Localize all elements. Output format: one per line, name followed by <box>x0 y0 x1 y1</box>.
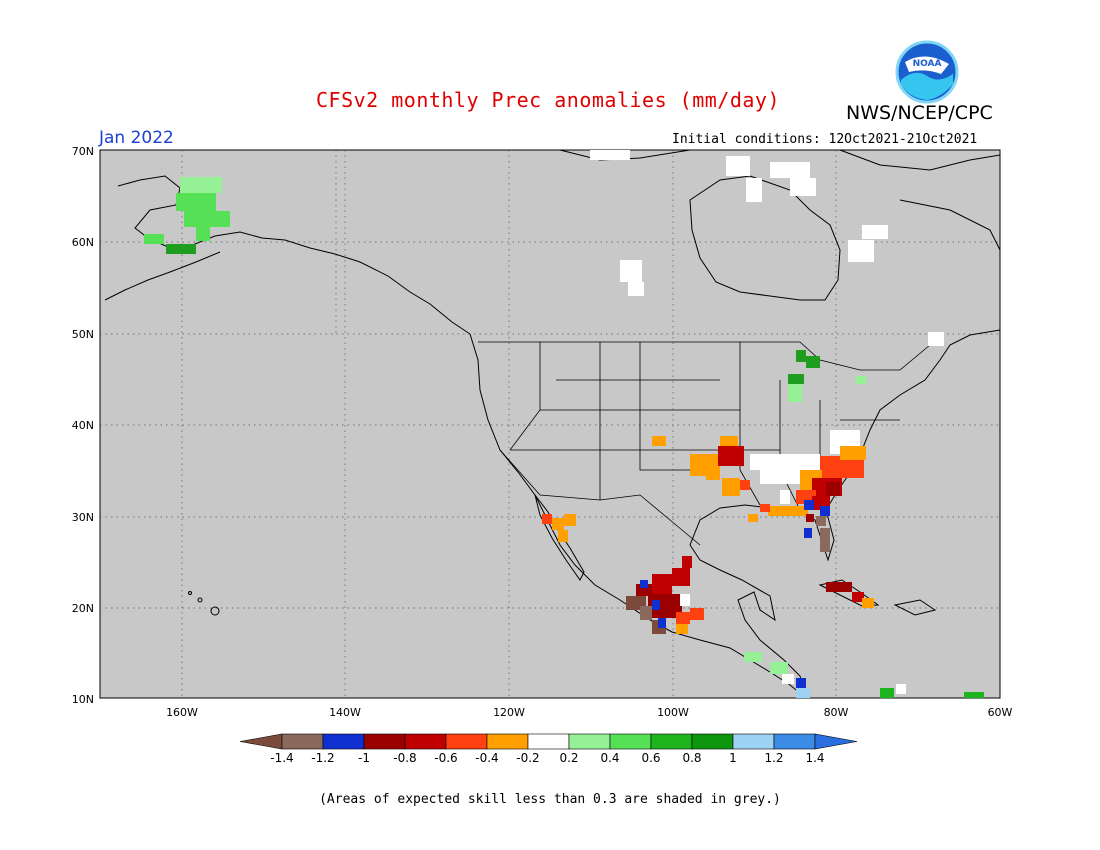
colorbar-arrow-left <box>239 733 283 750</box>
lat-label-70: 70N <box>72 145 94 158</box>
lon-label-100w: 100W <box>657 706 689 719</box>
colorbar-swatch <box>773 733 816 750</box>
colorbar-label: 0.6 <box>641 751 660 765</box>
noaa-logo-text: NOAA <box>913 59 942 69</box>
skill-footnote: (Areas of expected skill less than 0.3 a… <box>319 792 781 807</box>
agency-label: NWS/NCEP/CPC <box>846 102 993 124</box>
chart-title: CFSv2 monthly Prec anomalies (mm/day) <box>315 88 781 112</box>
colorbar-label: 1.4 <box>805 751 824 765</box>
colorbar-label: 1.2 <box>764 751 783 765</box>
noaa-logo: NOAA <box>895 40 959 104</box>
colorbar-swatch <box>691 733 734 750</box>
colorbar-swatch <box>486 733 529 750</box>
lon-label-140w: 140W <box>329 706 361 719</box>
lat-label-60: 60N <box>72 236 94 249</box>
lat-label-50: 50N <box>72 328 94 341</box>
lon-label-160w: 160W <box>166 706 198 719</box>
colorbar-arrow-right <box>814 733 858 750</box>
lat-label-40: 40N <box>72 419 94 432</box>
longitude-labels: 160W 140W 120W 100W 80W 60W <box>166 706 1012 719</box>
colorbar-label: -0.2 <box>516 751 539 765</box>
colorbar-swatch <box>404 733 447 750</box>
colorbar-swatch <box>732 733 775 750</box>
colorbar-swatch <box>445 733 488 750</box>
colorbar-legend: -1.4 -1.2 -1 -0.8 -0.6 -0.4 -0.2 0.2 0.4 0.6 0.8 1 1… <box>239 733 858 765</box>
lat-label-30: 30N <box>72 511 94 524</box>
colorbar-swatch <box>281 733 324 750</box>
colorbar-swatch <box>650 733 693 750</box>
colorbar-label: 0.4 <box>600 751 619 765</box>
colorbar-swatch <box>527 733 570 750</box>
colorbar-label: 0.2 <box>559 751 578 765</box>
colorbar-swatch <box>363 733 406 750</box>
colorbar-label: 1 <box>729 751 737 765</box>
colorbar-swatch <box>568 733 611 750</box>
lon-label-60w: 60W <box>988 706 1013 719</box>
initial-conditions: Initial conditions: 12Oct2021-21Oct2021 <box>672 132 978 147</box>
colorbar-label: -0.8 <box>393 751 416 765</box>
colorbar-label: -1.2 <box>311 751 334 765</box>
colorbar-label: 0.8 <box>682 751 701 765</box>
colorbar-swatch <box>609 733 652 750</box>
anomaly-cells <box>144 150 984 698</box>
lat-label-20: 20N <box>72 602 94 615</box>
coastlines <box>104 149 1001 699</box>
colorbar-label: -0.6 <box>434 751 457 765</box>
lon-label-80w: 80W <box>824 706 849 719</box>
lat-label-10: 10N <box>72 693 94 706</box>
forecast-month: Jan 2022 <box>99 128 174 148</box>
lon-label-120w: 120W <box>493 706 525 719</box>
colorbar-label: -1 <box>358 751 370 765</box>
latitude-labels: 70N 60N 50N 40N 30N 20N 10N <box>72 145 94 706</box>
colorbar-label: -0.4 <box>475 751 498 765</box>
colorbar-swatch <box>322 733 365 750</box>
colorbar-label: -1.4 <box>270 751 293 765</box>
